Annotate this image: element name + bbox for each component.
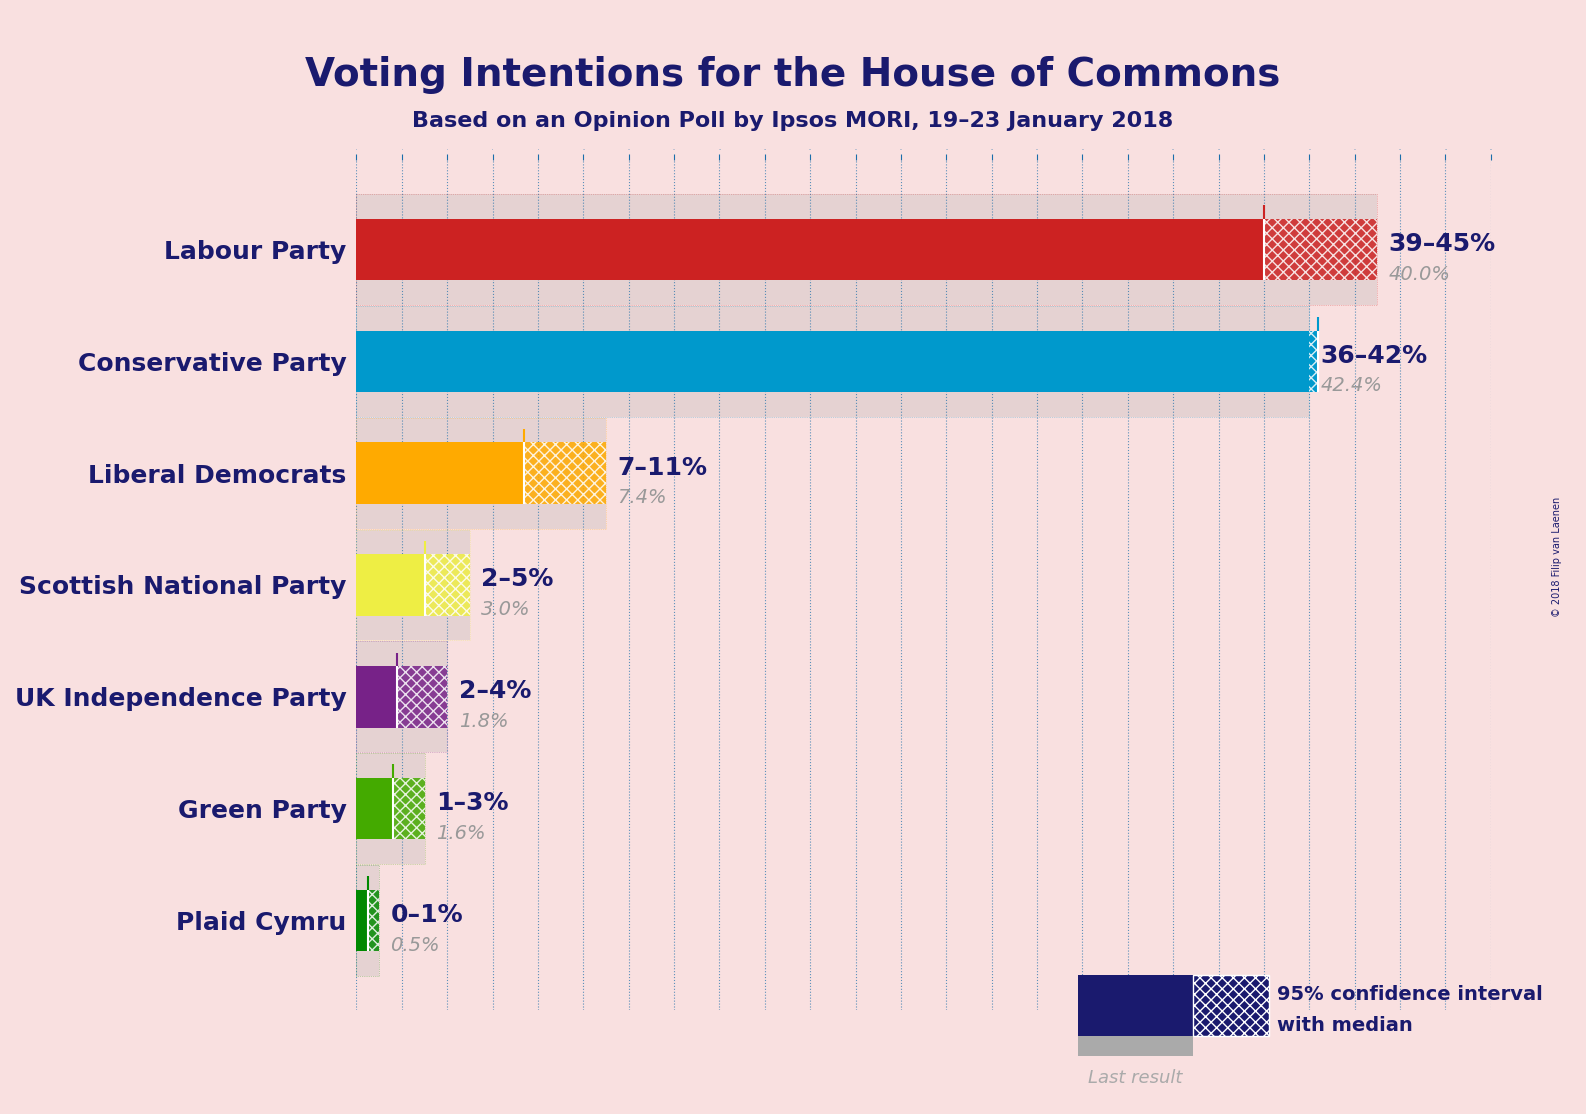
Bar <box>357 418 606 528</box>
Text: 1.8%: 1.8% <box>458 712 508 731</box>
Bar <box>393 778 425 839</box>
Text: © 2018 Filip van Laenen: © 2018 Filip van Laenen <box>1553 497 1562 617</box>
Bar <box>357 890 368 951</box>
Bar <box>357 866 379 976</box>
Text: Last result: Last result <box>1088 1069 1183 1087</box>
Bar <box>357 866 379 976</box>
Text: 0–1%: 0–1% <box>390 902 463 927</box>
Bar <box>357 306 1310 417</box>
Bar <box>357 418 606 528</box>
Bar <box>357 194 1377 305</box>
Bar <box>357 331 1318 392</box>
Text: 42.4%: 42.4% <box>1321 377 1383 395</box>
Bar <box>357 666 398 727</box>
Bar <box>357 306 1310 417</box>
Bar <box>425 555 469 616</box>
Text: 40.0%: 40.0% <box>1389 265 1451 284</box>
Text: with median: with median <box>1277 1016 1413 1035</box>
Bar <box>357 529 469 641</box>
Text: 36–42%: 36–42% <box>1321 344 1427 368</box>
Bar <box>357 642 447 752</box>
Bar <box>357 218 1264 281</box>
Text: 0.5%: 0.5% <box>390 936 439 955</box>
Bar <box>357 442 525 504</box>
Bar <box>357 555 425 616</box>
Bar <box>357 753 425 864</box>
Text: 7.4%: 7.4% <box>617 488 666 507</box>
Bar <box>357 778 393 839</box>
Bar <box>1310 331 1318 392</box>
Text: 2–5%: 2–5% <box>481 567 554 592</box>
Bar <box>357 753 425 864</box>
Text: 3.0%: 3.0% <box>481 600 531 619</box>
Bar <box>357 306 1310 417</box>
Bar <box>357 194 1377 305</box>
Text: Based on an Opinion Poll by Ipsos MORI, 19–23 January 2018: Based on an Opinion Poll by Ipsos MORI, … <box>412 111 1174 131</box>
Bar <box>357 753 425 864</box>
Text: 7–11%: 7–11% <box>617 456 707 480</box>
Bar <box>1264 218 1377 281</box>
Text: 39–45%: 39–45% <box>1389 232 1496 256</box>
Bar <box>398 666 447 727</box>
Text: 1.6%: 1.6% <box>436 823 485 842</box>
Bar <box>368 890 379 951</box>
Bar <box>357 529 469 641</box>
Text: 2–4%: 2–4% <box>458 680 531 703</box>
Text: 95% confidence interval: 95% confidence interval <box>1277 985 1543 1004</box>
Bar <box>357 866 379 976</box>
Bar <box>525 442 606 504</box>
Bar <box>357 642 447 752</box>
Text: 1–3%: 1–3% <box>436 791 509 815</box>
Text: Voting Intentions for the House of Commons: Voting Intentions for the House of Commo… <box>306 56 1280 94</box>
Bar <box>357 529 469 641</box>
Bar <box>357 194 1377 305</box>
Bar <box>357 642 447 752</box>
Bar <box>357 418 606 528</box>
